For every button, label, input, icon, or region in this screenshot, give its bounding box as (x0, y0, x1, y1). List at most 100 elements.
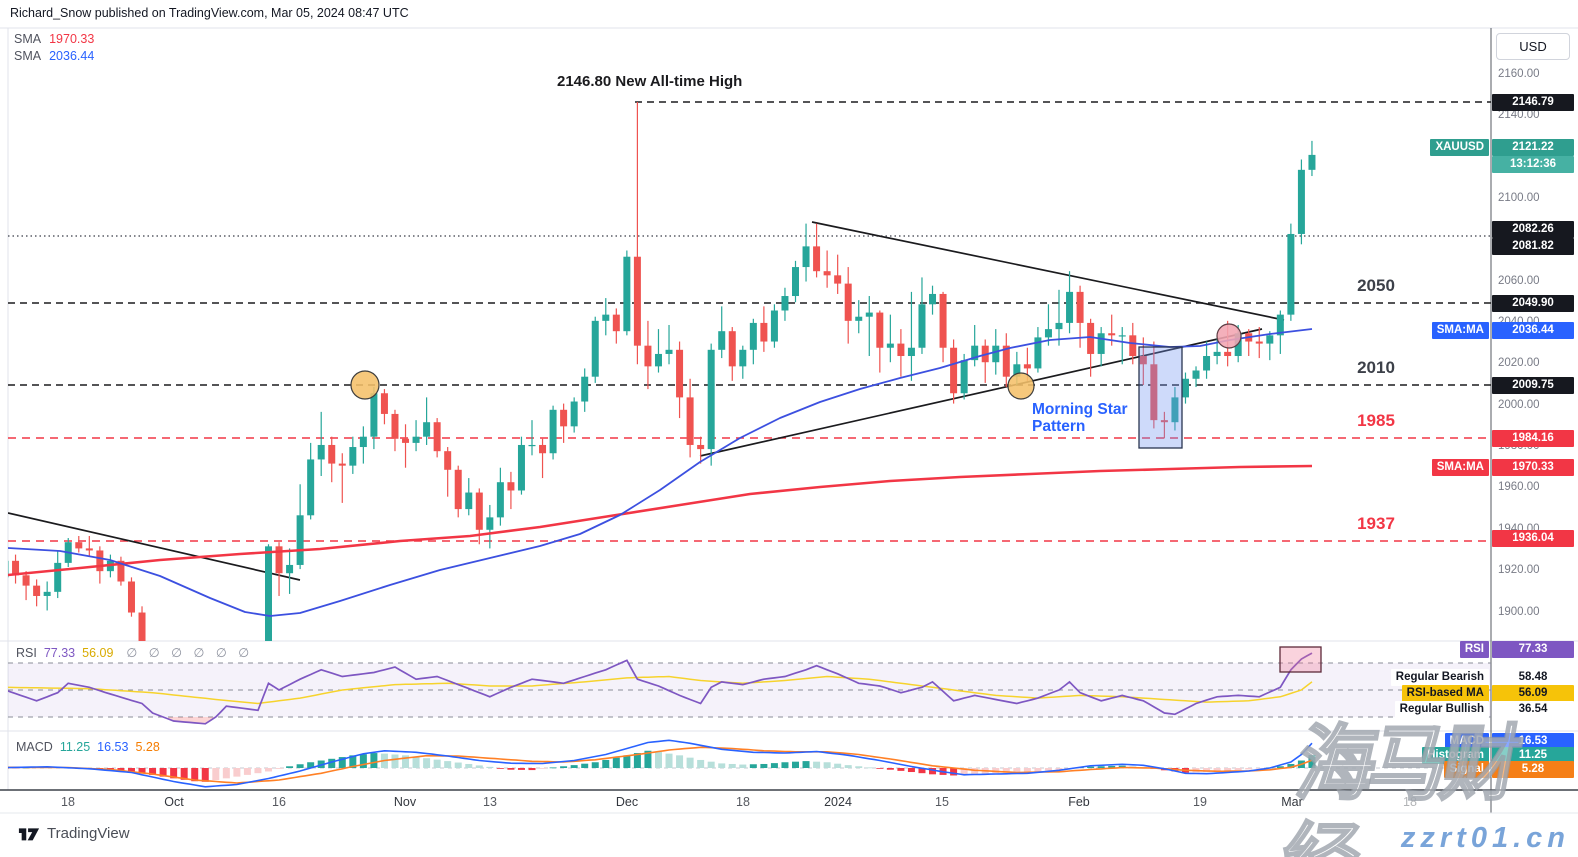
candle (402, 424, 410, 468)
macd-histogram-bar (212, 768, 220, 781)
main-pane (8, 101, 1491, 641)
time-tick-label[interactable]: 16 (272, 795, 286, 809)
axis-value-badge: 2081.82 (1492, 237, 1574, 255)
macd-histogram-bar (1013, 768, 1021, 773)
price-tick-label: 2100.00 (1498, 192, 1540, 204)
macd-histogram-bar (528, 768, 536, 771)
axis-value-badge: 16.53 (1492, 732, 1574, 750)
candle (1160, 411, 1168, 439)
macd-histogram-bar (465, 763, 473, 768)
candle (560, 403, 568, 443)
axis-value-badge: 1984.16 (1492, 429, 1574, 447)
macd-histogram-bar (233, 768, 241, 777)
axis-value-badge: 58.48 (1492, 668, 1574, 686)
candle (286, 548, 294, 594)
time-tick-label[interactable]: 15 (935, 795, 949, 809)
macd-histogram-bar (159, 768, 167, 777)
macd-signal-value: 5.28 (135, 740, 160, 754)
time-tick-label[interactable]: Mar (1281, 795, 1303, 809)
time-tick-label[interactable]: 2024 (824, 795, 852, 809)
time-tick-label[interactable]: 18 (1403, 795, 1417, 809)
trendline (8, 512, 301, 581)
candle (739, 345, 747, 379)
candle (749, 318, 757, 365)
time-tick-label[interactable]: Feb (1068, 795, 1090, 809)
candle (307, 442, 315, 520)
macd-histogram-bar (191, 768, 199, 782)
trendline (811, 221, 1285, 321)
highlight-circle-orange (1007, 372, 1035, 400)
macd-histogram-bar (907, 768, 915, 773)
candle (12, 554, 20, 584)
rsi-label: RSI (16, 646, 37, 660)
rsi-ma-line (8, 675, 1313, 705)
candle (813, 223, 821, 278)
currency-button[interactable]: USD (1496, 33, 1570, 60)
time-tick-label[interactable]: Nov (394, 795, 417, 809)
macd-main-line (8, 739, 1313, 788)
candle (1066, 271, 1074, 334)
time-tick-label[interactable]: 18 (736, 795, 750, 809)
time-tick-label[interactable]: 13 (483, 795, 497, 809)
rsi-empty-slots: ∅ ∅ ∅ ∅ ∅ ∅ (126, 646, 254, 660)
axis-value-badge: 1936.04 (1492, 529, 1574, 547)
candle (370, 387, 378, 450)
macd-histogram-bar (307, 762, 315, 768)
macd-histogram-bar (865, 767, 873, 769)
time-tick-label[interactable]: Oct (164, 795, 184, 809)
macd-histogram-bar (1224, 768, 1232, 771)
macd-histogram-bar (686, 757, 694, 768)
macd-histogram-bar (897, 768, 905, 771)
macd-histogram-bar (1287, 763, 1295, 768)
macd-histogram-bar (201, 768, 209, 782)
price-tick-label: 2000.00 (1498, 399, 1540, 411)
axis-label-badge: Histogram (1422, 746, 1489, 764)
macd-histogram-bar (792, 761, 799, 768)
macd-histogram-bar (391, 754, 399, 768)
macd-histogram-bar (138, 768, 146, 774)
candle (517, 436, 525, 495)
candle (539, 438, 547, 479)
tradingview-icon (18, 828, 40, 841)
axis-value-badge: 1970.33 (1492, 458, 1574, 476)
morning-star-line2: Pattern (1032, 418, 1086, 435)
candle (117, 556, 125, 586)
trendline (699, 328, 1263, 457)
time-tick-label[interactable]: Dec (616, 795, 638, 809)
macd-histogram-bar (612, 757, 620, 768)
time-tick-label[interactable]: 19 (1193, 795, 1207, 809)
macd-line-value: 16.53 (97, 740, 129, 754)
macd-histogram-bar (275, 768, 283, 769)
macd-histogram-bar (1044, 768, 1052, 771)
candle (1087, 318, 1095, 377)
sma-200-line (8, 464, 1313, 577)
axis-value-badge: 77.33 (1492, 640, 1574, 658)
rsi-value: 77.33 (43, 646, 76, 660)
tradingview-logo[interactable]: TradingView (18, 824, 130, 842)
time-tick-label[interactable]: 18 (61, 795, 75, 809)
price-tick-label: 1960.00 (1498, 481, 1540, 493)
macd-histogram-bar (370, 753, 378, 768)
rsi-oversold-fill (168, 717, 216, 724)
macd-histogram-bar (265, 768, 272, 772)
candle (1150, 341, 1158, 429)
candle (834, 254, 842, 294)
price-tick-label: 2060.00 (1498, 275, 1540, 287)
candle (127, 577, 135, 617)
macd-histogram-bar (254, 768, 262, 774)
axis-label-badge: SMA:MA (1431, 458, 1489, 476)
macd-histogram-bar (475, 765, 483, 768)
macd-histogram-bar (992, 768, 1000, 774)
candle (770, 304, 778, 348)
axis-label-badge: Regular Bullish (1394, 700, 1489, 718)
candle (33, 579, 41, 607)
axis-value-badge: 2036.44 (1492, 321, 1574, 339)
macd-histogram-bar (570, 765, 578, 768)
macd-histogram-bar (633, 753, 641, 768)
candle (939, 291, 947, 363)
macd-histogram-bar (781, 762, 789, 768)
candle (433, 418, 441, 458)
macd-histogram-bar (718, 763, 726, 768)
